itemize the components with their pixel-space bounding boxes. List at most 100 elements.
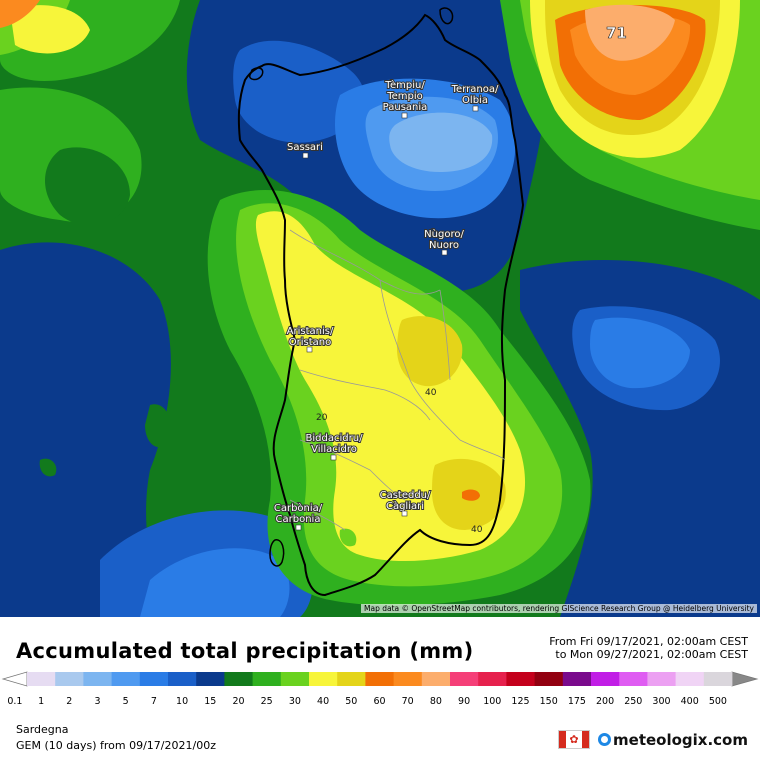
colorbar-segment bbox=[619, 672, 648, 686]
colorbar-tick-label: 300 bbox=[652, 696, 670, 707]
colorbar-tick-label: 90 bbox=[458, 696, 470, 707]
colorbar-segment bbox=[421, 672, 451, 686]
colorbar-segment bbox=[168, 672, 197, 686]
sardinia-coastline bbox=[237, 13, 525, 597]
colorbar-max-arrow bbox=[731, 671, 759, 687]
city-marker bbox=[441, 249, 448, 256]
colorbar-segment bbox=[280, 672, 310, 686]
colorbar-tick-label: 175 bbox=[568, 696, 586, 707]
colorbar-segment bbox=[27, 672, 56, 686]
city-label-line: Sassari bbox=[287, 142, 323, 153]
period-from: From Fri 09/17/2021, 02:00am CEST bbox=[549, 635, 748, 648]
colorbar: 0.1 1 2 3 5 7 10 15 20 25 30 40 50 60 70 80 90 100 125 150 1… bbox=[1, 671, 759, 707]
city-marker bbox=[330, 454, 337, 461]
province-borders bbox=[289, 229, 506, 531]
city-tempio[interactable]: Tèmpiu/ Tempio Pausania bbox=[382, 78, 428, 119]
colorbar-segment bbox=[591, 672, 620, 686]
colorbar-segments bbox=[27, 672, 733, 686]
precipitation-map[interactable]: 20 40 40 71 Tèmpiu/ Tempio Pausania Terr… bbox=[0, 0, 760, 617]
colorbar-segment bbox=[224, 672, 253, 686]
colorbar-tick-label: 400 bbox=[681, 696, 699, 707]
colorbar-tick-label: 7 bbox=[151, 696, 157, 707]
colorbar-tick-label: 40 bbox=[317, 696, 329, 707]
city-label-line: Càgliari bbox=[386, 500, 424, 512]
colorbar-segment bbox=[252, 672, 282, 686]
colorbar-segment bbox=[562, 672, 592, 686]
city-label-line: Pausania bbox=[383, 102, 428, 113]
city-marker bbox=[295, 524, 302, 531]
colorbar-tick-label: 5 bbox=[123, 696, 129, 707]
colorbar-tick-label: 100 bbox=[483, 696, 501, 707]
maddalena-island bbox=[439, 7, 454, 25]
brand[interactable]: ✿ meteologix.com bbox=[558, 730, 748, 749]
colorbar-tick-label: 80 bbox=[430, 696, 442, 707]
colorbar-segment bbox=[111, 672, 141, 686]
city-label-line: Olbia bbox=[462, 95, 488, 106]
colorbar-tick-label: 125 bbox=[511, 696, 529, 707]
city-marker bbox=[401, 510, 408, 517]
contour-label-20: 20 bbox=[316, 413, 328, 423]
contour-label-40-south: 40 bbox=[471, 525, 483, 535]
city-label-line: Villacidro bbox=[311, 444, 357, 455]
colorbar-tick-label: 25 bbox=[261, 696, 273, 707]
city-oristano[interactable]: Aristanis/ Oristano bbox=[286, 325, 335, 353]
colorbar-tick-label: 10 bbox=[176, 696, 188, 707]
city-label-line: Terranoa/ bbox=[451, 84, 499, 95]
period-to: to Mon 09/27/2021, 02:00am CEST bbox=[555, 648, 748, 661]
period-range: From Fri 09/17/2021, 02:00am CEST to Mon… bbox=[549, 635, 748, 661]
city-nuoro[interactable]: Nùgoro/ Nuoro bbox=[423, 227, 465, 256]
city-olbia[interactable]: Terranoa/ Olbia bbox=[450, 83, 500, 112]
legend-title: Accumulated total precipitation (mm) bbox=[16, 639, 474, 663]
colorbar-segment bbox=[534, 672, 564, 686]
field-30-40-nw bbox=[10, 5, 90, 54]
colorbar-segment bbox=[309, 672, 338, 686]
colorbar-tick-label: 150 bbox=[540, 696, 558, 707]
field-2-3-n bbox=[389, 112, 493, 172]
colorbar-segment bbox=[365, 672, 394, 686]
city-marker bbox=[472, 105, 479, 112]
model-run: GEM (10 days) from 09/17/2021/00z bbox=[16, 739, 216, 752]
colorbar-segment bbox=[337, 672, 366, 686]
colorbar-segment bbox=[196, 672, 225, 686]
colorbar-min-arrow bbox=[1, 671, 28, 687]
city-label-line: Oristano bbox=[289, 337, 331, 348]
city-carbonia[interactable]: Carbònia/ Carbonia bbox=[273, 501, 324, 531]
map-canvas: 20 40 40 71 Tèmpiu/ Tempio Pausania Terr… bbox=[0, 0, 760, 617]
field-15-w bbox=[45, 147, 130, 226]
field-7-10-n bbox=[233, 40, 365, 143]
colorbar-segment bbox=[703, 672, 733, 686]
colorbar-segment bbox=[478, 672, 507, 686]
field-15-sw-spot bbox=[39, 458, 57, 477]
colorbar-segment bbox=[450, 672, 479, 686]
city-cagliari[interactable]: Casteddu/ Càgliari bbox=[379, 489, 432, 517]
field-5-7-e bbox=[590, 317, 690, 389]
city-marker bbox=[306, 346, 313, 353]
colorbar-segment bbox=[55, 672, 84, 686]
colorbar-segment bbox=[675, 672, 705, 686]
colorbar-tick-label: 20 bbox=[232, 696, 244, 707]
city-villacidro[interactable]: Biddacidru/ Villacidro bbox=[305, 432, 364, 461]
city-sassari[interactable]: Sassari bbox=[286, 141, 324, 159]
city-label-line: Tempio bbox=[386, 91, 423, 102]
colorbar-tick-label: 15 bbox=[204, 696, 216, 707]
colorbar-tick-label: 3 bbox=[94, 696, 100, 707]
colorbar-segment bbox=[83, 672, 112, 686]
colorbar-tick-label: 250 bbox=[624, 696, 642, 707]
city-label-line: Casteddu/ bbox=[380, 490, 431, 501]
colorbar-tick-label: 30 bbox=[289, 696, 301, 707]
city-label-line: Carbònia/ bbox=[274, 502, 323, 514]
colorbar-tick-label: 2 bbox=[66, 696, 72, 707]
colorbar-tick-label: 50 bbox=[345, 696, 357, 707]
sant-antioco-island bbox=[269, 539, 285, 567]
canada-flag-icon: ✿ bbox=[558, 730, 591, 749]
colorbar-segment bbox=[139, 672, 169, 686]
colorbar-segment bbox=[393, 672, 423, 686]
colorbar-tick-label: 60 bbox=[373, 696, 385, 707]
city-label-line: Aristanis/ bbox=[287, 326, 334, 337]
city-label-line: Carbonia bbox=[276, 514, 321, 525]
city-label-line: Nuoro bbox=[429, 240, 459, 251]
region-name: Sardegna bbox=[16, 723, 69, 736]
colorbar-tick-label: 500 bbox=[709, 696, 727, 707]
field-5-7-sw bbox=[140, 548, 290, 617]
city-marker bbox=[302, 152, 309, 159]
